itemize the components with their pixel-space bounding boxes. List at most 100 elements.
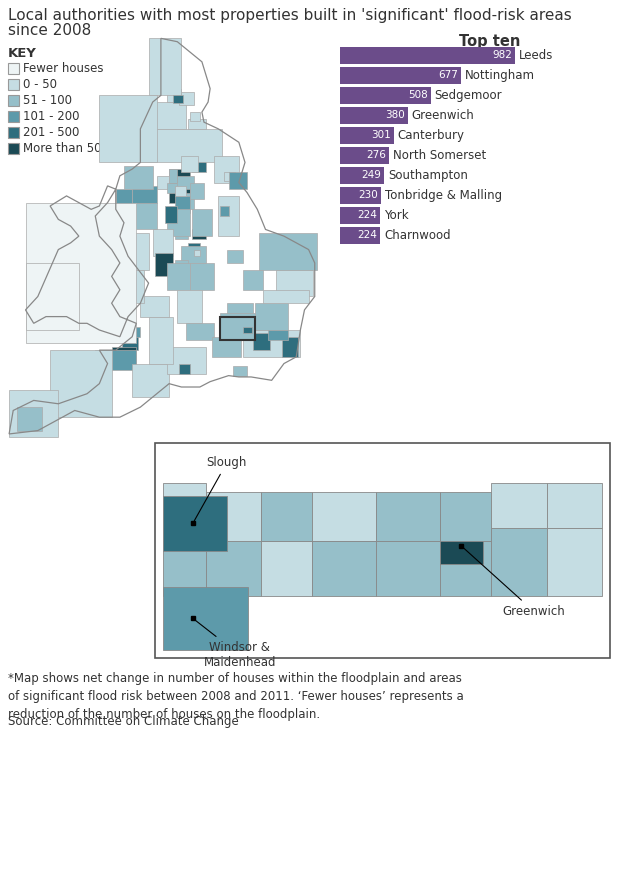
- Polygon shape: [175, 196, 190, 213]
- Bar: [340, 127, 394, 144]
- Polygon shape: [167, 347, 206, 374]
- Polygon shape: [220, 313, 255, 340]
- Bar: [8, 127, 19, 138]
- Polygon shape: [192, 156, 206, 173]
- Polygon shape: [179, 92, 193, 105]
- Polygon shape: [124, 166, 153, 190]
- Polygon shape: [169, 169, 177, 182]
- Polygon shape: [188, 118, 206, 129]
- Polygon shape: [206, 491, 261, 541]
- Bar: [340, 227, 380, 244]
- Polygon shape: [157, 176, 169, 190]
- Bar: [8, 63, 19, 74]
- Bar: [340, 87, 431, 104]
- Text: 201 - 500: 201 - 500: [23, 126, 79, 139]
- Text: Fewer houses: Fewer houses: [23, 62, 104, 75]
- Polygon shape: [192, 209, 212, 236]
- Polygon shape: [173, 95, 183, 103]
- Polygon shape: [190, 263, 214, 290]
- Polygon shape: [227, 249, 243, 263]
- Polygon shape: [185, 323, 214, 340]
- Polygon shape: [177, 192, 193, 209]
- Bar: [340, 67, 461, 84]
- Polygon shape: [140, 129, 222, 162]
- Polygon shape: [167, 89, 182, 102]
- Text: Tonbridge & Malling: Tonbridge & Malling: [385, 189, 502, 202]
- Polygon shape: [190, 112, 200, 121]
- Bar: [340, 207, 380, 224]
- Polygon shape: [99, 95, 157, 162]
- Polygon shape: [243, 270, 263, 290]
- Polygon shape: [282, 336, 298, 357]
- Polygon shape: [206, 541, 261, 595]
- Bar: [340, 147, 389, 164]
- Polygon shape: [175, 230, 188, 239]
- Text: Slough: Slough: [194, 456, 247, 521]
- Polygon shape: [26, 263, 79, 330]
- Text: Windsor &
Maidenhead: Windsor & Maidenhead: [195, 620, 276, 669]
- Text: 224: 224: [357, 231, 377, 240]
- Polygon shape: [220, 206, 228, 216]
- Polygon shape: [167, 209, 190, 236]
- Polygon shape: [116, 233, 149, 270]
- Polygon shape: [17, 407, 42, 431]
- Text: 101 - 200: 101 - 200: [23, 110, 79, 123]
- Polygon shape: [153, 102, 185, 129]
- Text: 276: 276: [366, 150, 386, 160]
- Polygon shape: [243, 327, 252, 334]
- Polygon shape: [547, 528, 602, 595]
- Polygon shape: [149, 317, 173, 363]
- Polygon shape: [9, 391, 58, 437]
- Polygon shape: [140, 296, 169, 317]
- Text: Source: Committee on Climate Change: Source: Committee on Climate Change: [8, 715, 239, 728]
- Polygon shape: [312, 541, 376, 595]
- Polygon shape: [214, 156, 239, 182]
- Polygon shape: [116, 203, 157, 230]
- Text: 51 - 100: 51 - 100: [23, 94, 72, 107]
- Polygon shape: [243, 330, 300, 357]
- Polygon shape: [376, 491, 440, 541]
- Polygon shape: [491, 482, 547, 528]
- Polygon shape: [193, 249, 200, 256]
- Polygon shape: [132, 363, 169, 397]
- Polygon shape: [163, 482, 206, 541]
- Polygon shape: [175, 260, 188, 277]
- Text: Nottingham: Nottingham: [465, 69, 535, 82]
- Polygon shape: [190, 182, 204, 199]
- Polygon shape: [261, 491, 312, 541]
- Polygon shape: [491, 528, 547, 595]
- Text: 982: 982: [492, 51, 512, 61]
- Polygon shape: [163, 541, 206, 595]
- Polygon shape: [268, 330, 288, 340]
- Polygon shape: [149, 38, 182, 95]
- Text: 677: 677: [438, 70, 457, 80]
- Text: 230: 230: [358, 190, 378, 200]
- Polygon shape: [132, 327, 140, 336]
- Bar: [340, 167, 384, 184]
- Bar: [8, 79, 19, 90]
- Polygon shape: [132, 186, 157, 203]
- Polygon shape: [228, 173, 247, 190]
- Polygon shape: [440, 491, 491, 541]
- Polygon shape: [26, 203, 136, 344]
- Bar: [340, 47, 515, 64]
- Polygon shape: [261, 541, 312, 595]
- Text: 380: 380: [385, 110, 405, 120]
- Polygon shape: [182, 247, 206, 263]
- Polygon shape: [177, 176, 193, 190]
- Polygon shape: [163, 497, 227, 551]
- Bar: [220, 317, 255, 340]
- Polygon shape: [263, 290, 309, 303]
- Polygon shape: [120, 270, 145, 303]
- Polygon shape: [233, 366, 247, 376]
- Polygon shape: [547, 482, 602, 528]
- Text: Greenwich: Greenwich: [412, 109, 474, 122]
- Text: North Somerset: North Somerset: [393, 149, 487, 162]
- Polygon shape: [163, 587, 248, 650]
- Polygon shape: [276, 270, 313, 296]
- Text: Top ten: Top ten: [459, 34, 520, 49]
- Bar: [8, 143, 19, 154]
- Bar: [340, 107, 407, 124]
- Polygon shape: [255, 303, 288, 330]
- Polygon shape: [167, 263, 190, 290]
